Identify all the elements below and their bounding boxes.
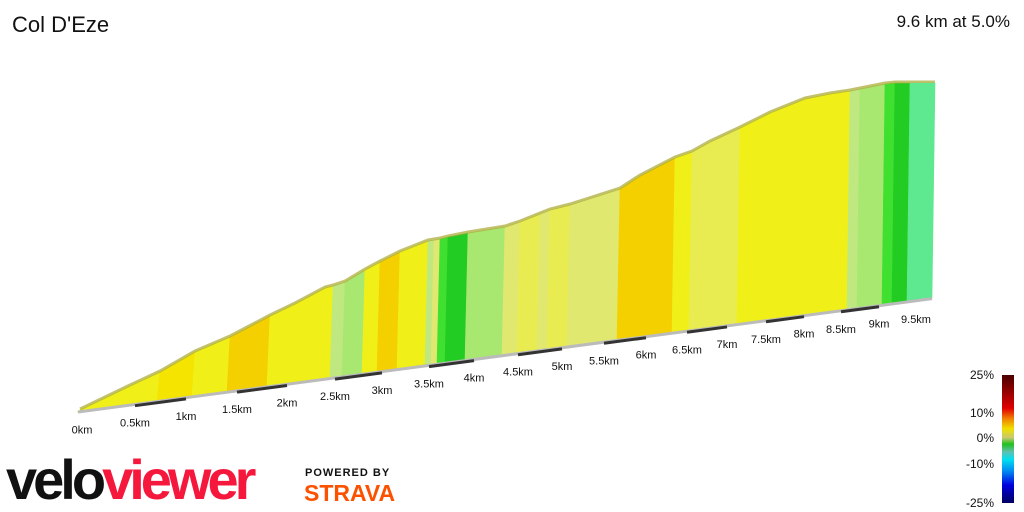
veloviewer-logo: veloviewer bbox=[6, 448, 256, 511]
x-tick-label: 9.5km bbox=[901, 314, 931, 326]
gradient-segment bbox=[376, 251, 401, 373]
axis-band bbox=[686, 325, 728, 334]
gradient-segment bbox=[396, 240, 429, 370]
legend-tick: 10% bbox=[969, 406, 994, 420]
gradient-segment bbox=[516, 213, 541, 354]
x-tick-label: 8.5km bbox=[826, 324, 856, 336]
gradient-segment bbox=[191, 336, 231, 398]
x-tick-label: 4.5km bbox=[503, 367, 533, 379]
gradient-segment bbox=[566, 197, 593, 348]
axis-band bbox=[428, 359, 475, 369]
x-tick-label: 5km bbox=[552, 361, 573, 373]
powered-by-label: POWERED BY bbox=[305, 467, 391, 479]
axis-band bbox=[334, 371, 383, 381]
segment-summary: 9.6 km at 5.0% bbox=[896, 12, 1010, 31]
gradient-segment bbox=[688, 141, 711, 331]
segment-title: Col D'Eze bbox=[12, 12, 110, 37]
x-tick-label: 1km bbox=[176, 411, 197, 423]
x-tick-label: 5.5km bbox=[589, 355, 619, 367]
gradient-segment bbox=[444, 232, 469, 364]
x-tick-label: 4km bbox=[464, 373, 485, 385]
x-tick-label: 0km bbox=[72, 425, 93, 437]
legend-tick: 0% bbox=[976, 431, 994, 445]
gradient-segment bbox=[341, 269, 366, 378]
x-tick-label: 3.5km bbox=[414, 379, 444, 391]
gradient-segment bbox=[766, 98, 806, 321]
legend-tick: -25% bbox=[965, 496, 994, 510]
gradient-segment bbox=[266, 303, 296, 388]
gradient-segment bbox=[546, 204, 571, 350]
end-face bbox=[910, 83, 935, 300]
axis-band bbox=[603, 336, 647, 345]
gradient-segment bbox=[826, 90, 851, 313]
x-tick-label: 1.5km bbox=[222, 404, 252, 416]
x-tick-label: 9km bbox=[869, 319, 890, 331]
axis-band bbox=[517, 347, 563, 357]
strava-logo: STRAVA bbox=[304, 480, 396, 506]
x-tick-label: 8km bbox=[794, 329, 815, 341]
legend-tick: -10% bbox=[965, 457, 994, 471]
gradient-segment bbox=[706, 127, 741, 329]
gradient-segment bbox=[856, 83, 886, 309]
gradient-segment bbox=[616, 175, 641, 341]
x-tick-label: 6.5km bbox=[672, 344, 702, 356]
axis-band bbox=[765, 315, 805, 324]
x-tick-label: 2km bbox=[277, 397, 298, 409]
x-tick-label: 7km bbox=[717, 339, 738, 351]
axis-band bbox=[134, 397, 187, 408]
gradient-segment bbox=[636, 157, 676, 338]
gradient-segment bbox=[671, 151, 693, 334]
x-tick-label: 2.5km bbox=[320, 391, 350, 403]
x-tick-label: 3km bbox=[372, 385, 393, 397]
gradient-segment bbox=[588, 188, 621, 345]
axis-band bbox=[840, 305, 880, 314]
gradient-colorscale bbox=[1002, 375, 1014, 503]
axis-band bbox=[236, 383, 288, 394]
gradient-segment bbox=[464, 226, 506, 361]
x-tick-label: 0.5km bbox=[120, 418, 150, 430]
x-tick-label: 7.5km bbox=[751, 334, 781, 346]
profile-ridge bbox=[79, 80, 935, 411]
gradient-segment bbox=[156, 351, 196, 402]
legend-tick: 25% bbox=[969, 368, 994, 382]
gradient-segment bbox=[801, 93, 831, 316]
x-tick-label: 6km bbox=[636, 350, 657, 362]
gradient-segment bbox=[736, 112, 771, 325]
